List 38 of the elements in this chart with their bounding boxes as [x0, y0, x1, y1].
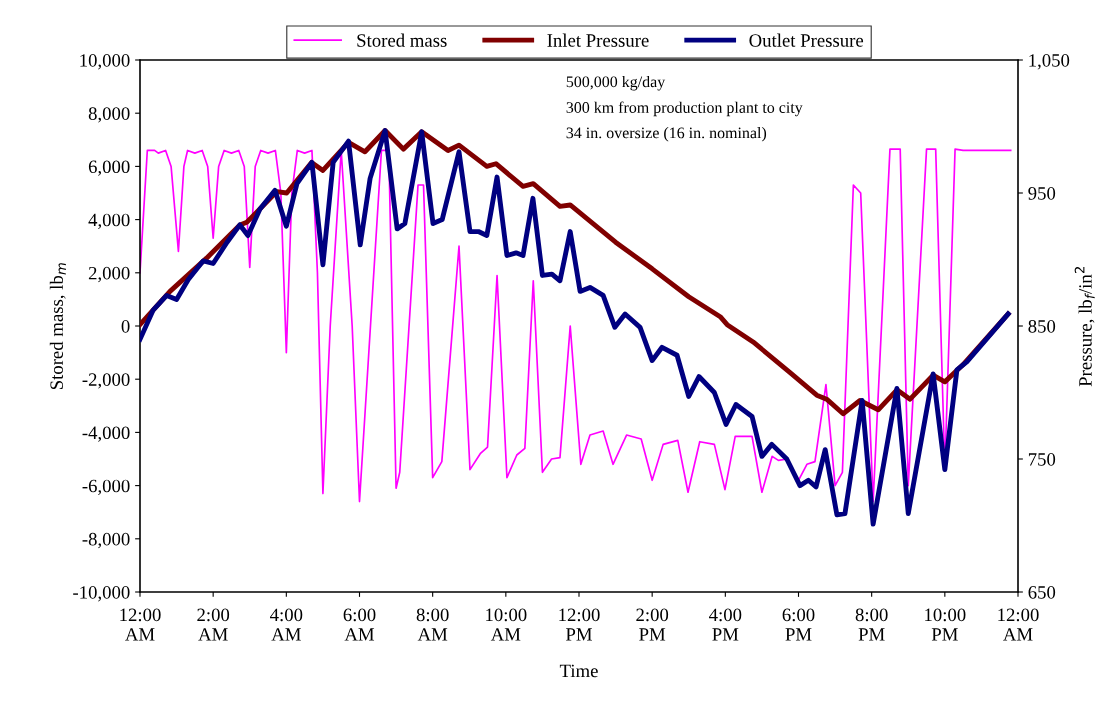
- x-tick-label: 8:00 AM: [416, 608, 449, 641]
- y-tick-label: -6,000: [82, 479, 130, 495]
- y2-axis-title: Pressure, lb$_{f}$/in$^{2}$: [1074, 267, 1095, 387]
- y2-tick-label: 1,050: [1029, 54, 1070, 70]
- legend-label: Inlet Pressure: [547, 33, 649, 47]
- annotation: 34 in. oversize (16 in. nominal): [566, 127, 767, 142]
- y-tick-label: 6,000: [88, 160, 130, 176]
- y-tick-label: -4,000: [82, 426, 130, 442]
- y-tick-label: -8,000: [82, 532, 130, 549]
- y-axis-title: Stored mass, lb$_{m}$: [49, 263, 66, 390]
- x-tick-label: 6:00 PM: [782, 608, 815, 641]
- y-tick-label: -10,000: [73, 586, 130, 602]
- y2-tick-label: 650: [1028, 586, 1056, 599]
- y2-tick-label: 950: [1028, 187, 1056, 200]
- x-tick-label: 6:00 AM: [343, 608, 376, 641]
- legend-label: Stored mass: [357, 33, 447, 47]
- annotation: 300 km from production plant to city: [566, 101, 803, 117]
- y-tick-label: 0: [121, 320, 130, 333]
- x-tick-label: 8:00 PM: [855, 608, 888, 641]
- x-tick-label: 2:00 PM: [636, 608, 669, 641]
- x-tick-label: 10:00 AM: [486, 608, 527, 641]
- annotation: 500,000 kg/day: [566, 75, 666, 91]
- y2-tick-label: 750: [1028, 453, 1056, 466]
- y-tick-label: 8,000: [88, 107, 130, 123]
- y-tick-label: -2,000: [82, 373, 130, 389]
- x-tick-label: 4:00 PM: [709, 608, 742, 641]
- x-tick-label: 4:00 AM: [270, 608, 303, 641]
- x-tick-label: 12:00 AM: [120, 608, 161, 641]
- y-tick-label: 4,000: [88, 213, 130, 229]
- y-tick-label: 2,000: [88, 266, 130, 283]
- y-tick-label: 10,000: [80, 54, 130, 70]
- x-tick-label: 10:00 PM: [925, 608, 966, 641]
- legend-label: Outlet Pressure: [749, 33, 864, 47]
- x-tick-label: 12:00 AM: [998, 608, 1039, 641]
- x-tick-label: 2:00 AM: [197, 608, 230, 641]
- y2-tick-label: 850: [1028, 320, 1056, 333]
- x-tick-label: 12:00 PM: [559, 608, 600, 641]
- x-axis-title: Time: [559, 664, 598, 678]
